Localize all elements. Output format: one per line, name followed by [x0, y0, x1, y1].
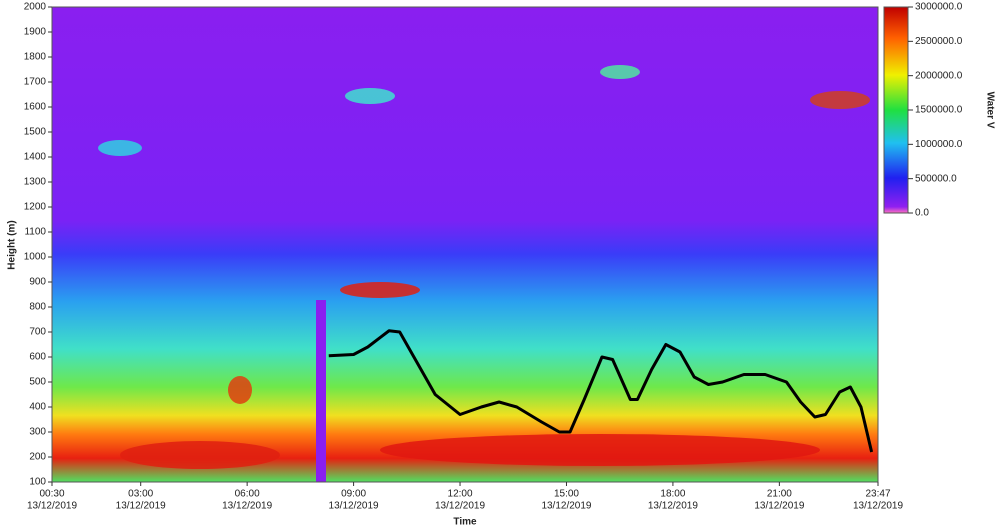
y-tick-label: 200 — [29, 452, 46, 463]
plot-frame — [51, 6, 879, 483]
colorbar — [883, 6, 909, 214]
y-tick-label: 500 — [29, 377, 46, 388]
heatmap-features — [98, 65, 870, 469]
y-tick-label: 1000 — [24, 252, 47, 263]
colorbar-tick-label: 500000.0 — [915, 173, 957, 184]
y-tick-label: 800 — [29, 302, 46, 313]
x-tick-label: 21:00 — [767, 489, 792, 500]
colorbar-tick-label: 1000000.0 — [915, 139, 963, 150]
line-series — [328, 329, 874, 453]
y-tick-label: 1200 — [24, 202, 47, 213]
x-tick-date: 13/12/2019 — [754, 501, 804, 512]
y-tick-label: 1100 — [24, 227, 46, 238]
y-tick-label: 1300 — [24, 177, 47, 188]
colorbar-tick-label: 2500000.0 — [915, 36, 963, 47]
x-tick-date: 13/12/2019 — [222, 501, 272, 512]
x-tick-label: 09:00 — [341, 489, 366, 500]
x-tick-label: 06:00 — [235, 489, 260, 500]
gap-strip — [316, 300, 326, 482]
y-axis-label: Height (m) — [7, 220, 18, 269]
heatmap — [52, 7, 878, 482]
y-tick-label: 100 — [29, 477, 46, 488]
colorbar-tick-label: 1500000.0 — [915, 105, 963, 116]
y-tick-label: 1400 — [24, 152, 47, 163]
x-tick-date: 13/12/2019 — [541, 501, 591, 512]
x-tick-date: 13/12/2019 — [116, 501, 166, 512]
y-tick-label: 1700 — [24, 77, 47, 88]
x-tick-date: 13/12/2019 — [435, 501, 485, 512]
y-tick-label: 600 — [29, 352, 46, 363]
colorbar-tick-label: 0.0 — [915, 208, 929, 219]
x-tick-label: 23:47 — [865, 489, 890, 500]
x-tick-date: 13/12/2019 — [27, 501, 77, 512]
colorbar-tick-label: 3000000.0 — [915, 2, 963, 13]
y-tick-label: 300 — [29, 427, 46, 438]
x-tick-label: 15:00 — [554, 489, 579, 500]
y-tick-label: 2000 — [24, 2, 47, 13]
y-tick-label: 900 — [29, 277, 46, 288]
x-axis-label: Time — [453, 517, 477, 528]
x-tick-label: 00:30 — [39, 489, 64, 500]
x-tick-date: 13/12/2019 — [329, 501, 379, 512]
y-tick-label: 400 — [29, 402, 46, 413]
y-tick-label: 700 — [29, 327, 46, 338]
colorbar-label: Water V — [984, 92, 995, 129]
y-tick-label: 1800 — [24, 52, 47, 63]
x-tick-label: 03:00 — [128, 489, 153, 500]
y-tick-label: 1900 — [24, 27, 47, 38]
y-tick-label: 1500 — [24, 127, 47, 138]
x-tick-date: 13/12/2019 — [853, 501, 903, 512]
x-tick-date: 13/12/2019 — [648, 501, 698, 512]
y-tick-label: 1600 — [24, 102, 47, 113]
colorbar-tick-label: 2000000.0 — [915, 70, 963, 81]
x-tick-label: 12:00 — [448, 489, 473, 500]
x-tick-label: 18:00 — [660, 489, 685, 500]
